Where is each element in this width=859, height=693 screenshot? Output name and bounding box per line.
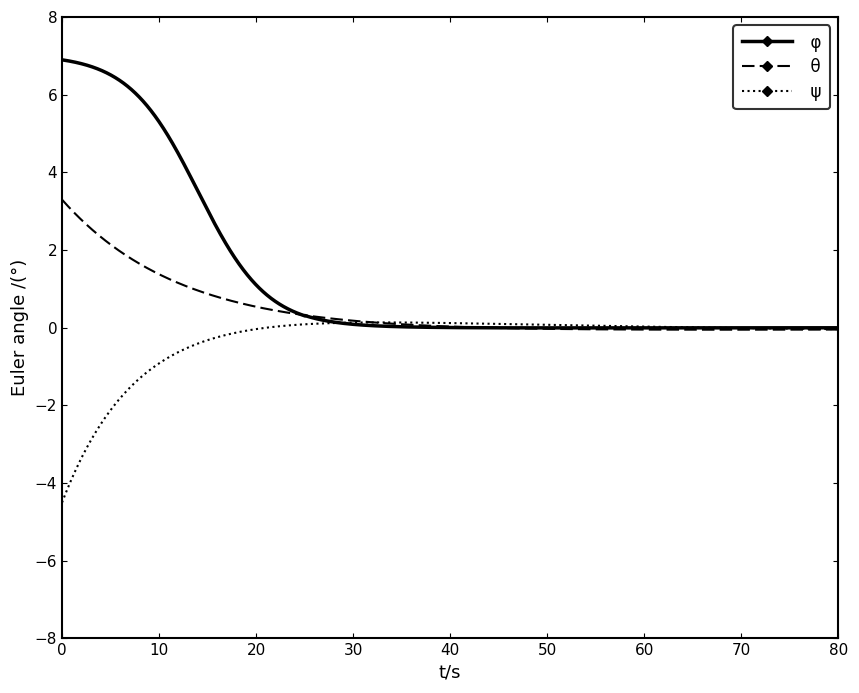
θ <box>818 326 828 334</box>
θ <box>355 317 365 326</box>
θ <box>717 326 728 334</box>
ψ <box>355 318 365 326</box>
φ <box>388 322 399 331</box>
φ <box>192 184 202 193</box>
θ <box>145 265 155 274</box>
ψ <box>378 318 388 326</box>
Line: θ: θ <box>62 200 838 330</box>
ψ <box>388 318 399 326</box>
θ <box>833 326 844 334</box>
θ <box>388 319 399 328</box>
θ <box>734 326 745 334</box>
φ <box>355 321 365 329</box>
Y-axis label: Euler angle /(°): Euler angle /(°) <box>11 259 29 396</box>
φ <box>818 324 828 332</box>
ψ <box>145 365 155 374</box>
φ <box>145 106 155 114</box>
Legend:   φ,   θ,   ψ: φ, θ, ψ <box>734 26 830 109</box>
ψ <box>57 498 67 507</box>
Line: φ: φ <box>62 60 838 328</box>
θ <box>57 195 67 204</box>
X-axis label: t/s: t/s <box>439 664 461 682</box>
ψ <box>734 324 745 332</box>
φ <box>734 324 745 332</box>
ψ <box>833 325 844 333</box>
Line: ψ: ψ <box>62 322 838 502</box>
ψ <box>818 325 828 333</box>
φ <box>548 324 558 332</box>
θ <box>192 286 202 295</box>
φ <box>57 55 67 64</box>
φ <box>833 324 844 332</box>
ψ <box>192 340 202 348</box>
